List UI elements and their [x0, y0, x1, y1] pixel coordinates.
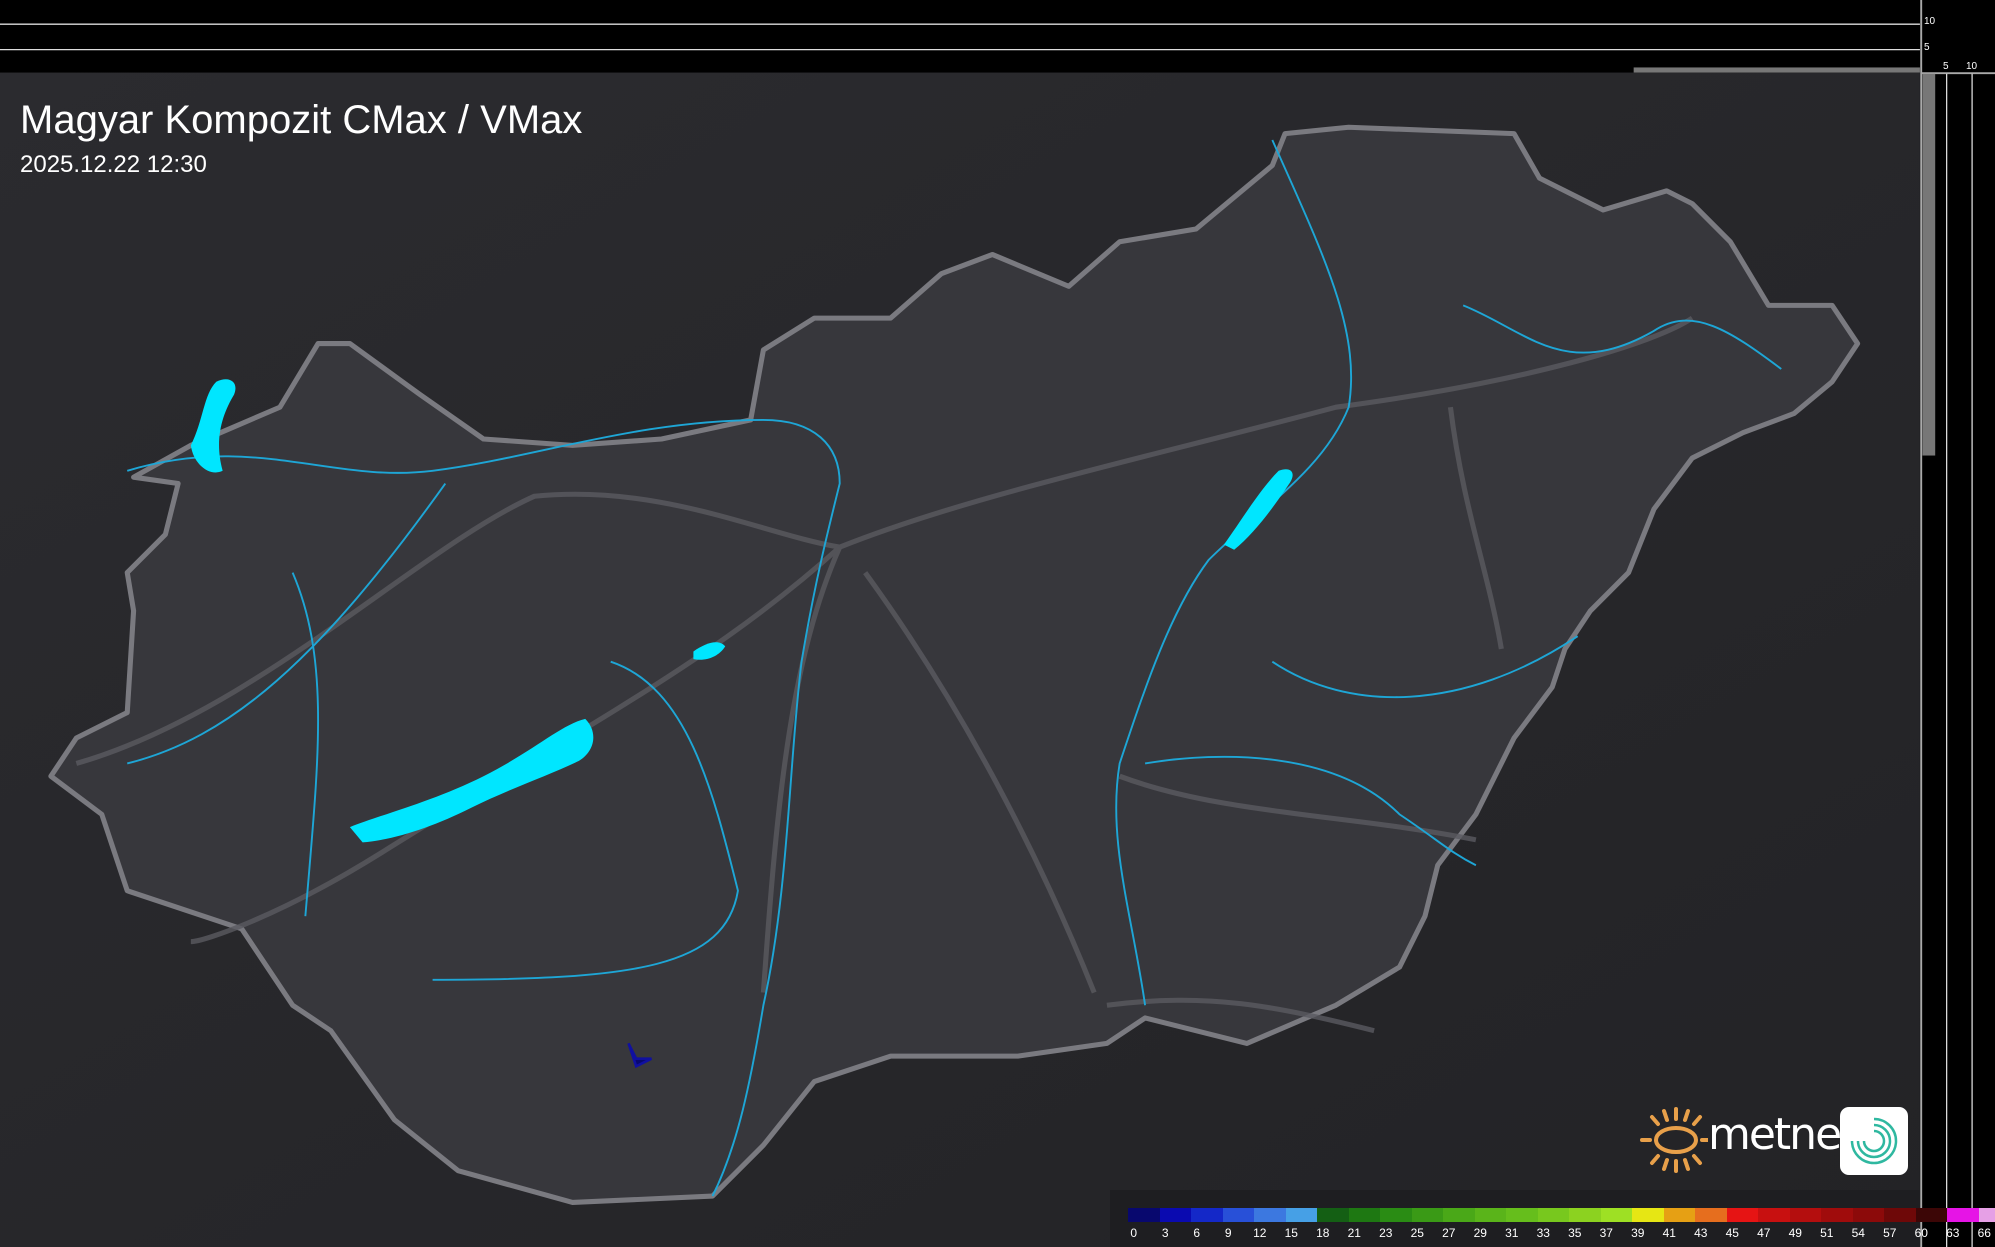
legend-label: 66: [1977, 1226, 1991, 1240]
legend-swatch: [1978, 1208, 1995, 1222]
legend-label: 29: [1473, 1226, 1487, 1240]
lake-neusiedl: [190, 379, 236, 473]
legend-label: 27: [1442, 1226, 1456, 1240]
swirl-icon: [1840, 1107, 1908, 1175]
legend-swatch: [1254, 1208, 1286, 1222]
legend-label: 3: [1161, 1226, 1169, 1240]
legend-label: 45: [1725, 1226, 1739, 1240]
legend-label: 9: [1224, 1226, 1232, 1240]
legend-swatch: [1191, 1208, 1223, 1222]
legend-label: 23: [1379, 1226, 1393, 1240]
legend-label: 49: [1788, 1226, 1802, 1240]
legend-swatch: [1947, 1208, 1979, 1222]
legend-label: 41: [1662, 1226, 1676, 1240]
legend-swatch: [1222, 1208, 1254, 1222]
legend-swatch: [1569, 1208, 1601, 1222]
lake-tisza: [1223, 469, 1293, 550]
legend-swatch: [1695, 1208, 1727, 1222]
right-axis-tick-5: 5: [1943, 61, 1949, 72]
legend-swatch: [1317, 1208, 1349, 1222]
legend-label: 39: [1631, 1226, 1645, 1240]
legend-swatch: [1380, 1208, 1412, 1222]
legend-label: 0: [1130, 1226, 1138, 1240]
legend-label: 33: [1536, 1226, 1550, 1240]
legend-label: 47: [1757, 1226, 1771, 1240]
legend-swatch: [1852, 1208, 1884, 1222]
legend-swatch: [1128, 1208, 1160, 1222]
legend-label: 25: [1410, 1226, 1424, 1240]
legend-swatch: [1159, 1208, 1191, 1222]
map-title: Magyar Kompozit CMax / VMax: [20, 98, 583, 142]
legend-swatch: [1506, 1208, 1538, 1222]
legend-swatch: [1443, 1208, 1475, 1222]
legend-label: 21: [1347, 1226, 1361, 1240]
legend-label: 60: [1914, 1226, 1928, 1240]
legend-label: 43: [1694, 1226, 1708, 1240]
legend-label: 12: [1253, 1226, 1267, 1240]
legend-label: 18: [1316, 1226, 1330, 1240]
metnet-logo: metnet: [1638, 1105, 1910, 1175]
legend-swatch: [1632, 1208, 1664, 1222]
lakes: [190, 379, 1293, 843]
lake-velence: [693, 642, 726, 660]
legend-labels: 0 3 6 9 12 15 18 21 23 25 27 29 31 33 35 37 39 41 43 45 47 49…: [1118, 1226, 1995, 1240]
top-axis-tick-5: 5: [1924, 42, 1930, 53]
legend-label: 31: [1505, 1226, 1519, 1240]
legend-label: 54: [1851, 1226, 1865, 1240]
legend-label: 35: [1568, 1226, 1582, 1240]
legend-swatch: [1884, 1208, 1916, 1222]
legend-label: 51: [1820, 1226, 1834, 1240]
legend-color-bar: [1128, 1208, 1995, 1222]
legend-swatch: [1474, 1208, 1506, 1222]
legend-swatch: [1789, 1208, 1821, 1222]
rivers: [126, 139, 1782, 1197]
legend-swatch: [1537, 1208, 1569, 1222]
legend-swatch: [1915, 1208, 1947, 1222]
legend-swatch: [1285, 1208, 1317, 1222]
top-profile-panel: [0, 0, 1920, 73]
right-axis-tick-10: 10: [1966, 61, 1978, 72]
top-axis-tick-10: 10: [1924, 16, 1936, 27]
logo-text: metnet: [1708, 1109, 1857, 1160]
sun-icon: [1640, 1107, 1708, 1173]
legend-label: 15: [1284, 1226, 1298, 1240]
lake-balaton: [349, 718, 594, 843]
legend-label: 37: [1599, 1226, 1613, 1240]
dbz-color-legend: 0 3 6 9 12 15 18 21 23 25 27 29 31 33 35 37 39 41 43 45 47 49…: [1110, 1190, 1995, 1247]
radar-echo: [627, 1042, 652, 1069]
legend-swatch: [1663, 1208, 1695, 1222]
legend-label: 63: [1946, 1226, 1960, 1240]
legend-swatch: [1600, 1208, 1632, 1222]
legend-swatch: [1758, 1208, 1790, 1222]
legend-swatch: [1411, 1208, 1443, 1222]
map-timestamp: 2025.12.22 12:30: [20, 151, 207, 178]
legend-label: 6: [1193, 1226, 1201, 1240]
roads: [75, 315, 1694, 1034]
legend-swatch: [1821, 1208, 1853, 1222]
legend-swatch: [1348, 1208, 1380, 1222]
legend-label: 57: [1883, 1226, 1897, 1240]
legend-swatch: [1726, 1208, 1758, 1222]
